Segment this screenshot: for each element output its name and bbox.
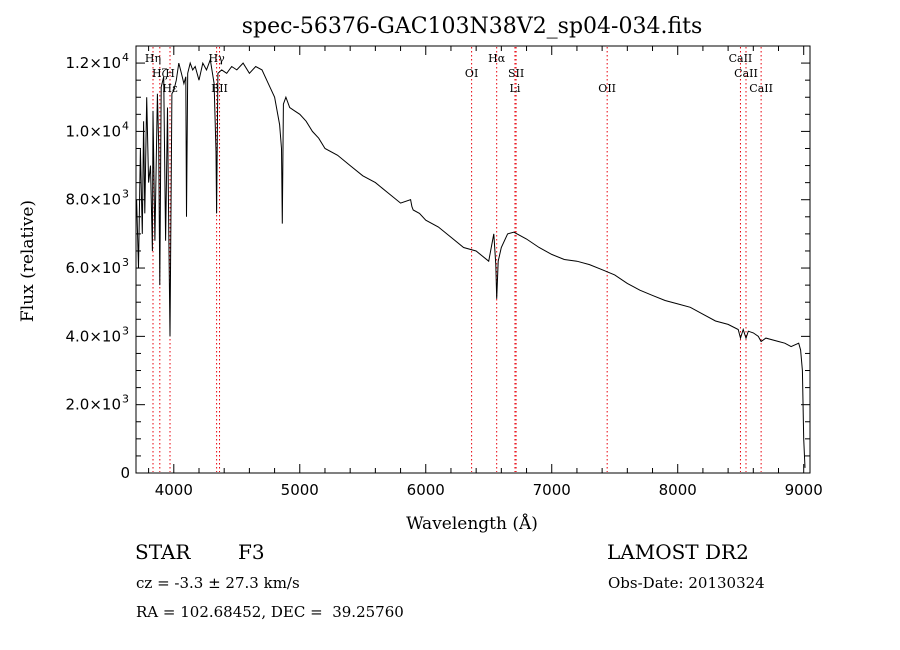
line-label-12: CaII [749,82,773,95]
line-label-0: Hη [145,52,161,65]
x-tick-label: 9000 [785,481,823,499]
x-tick-label: 5000 [281,481,319,499]
y-axis-ticks: 02.0×10 34.0×10 36.0×10 38.0×10 31.0×10 41.2×… [65,51,810,482]
x-tick-label: 6000 [407,481,445,499]
object-class: STAR [135,540,191,564]
x-axis-ticks: 4000 5000 6000 7000 8000 9000 [148,46,823,499]
y-tick-label: 1.0×10 [65,122,121,140]
obs-date: Obs-Date: 20130324 [608,574,765,592]
redshift-cz: cz = -3.3 ± 27.3 km/s [136,574,300,592]
object-subclass: F3 [238,540,265,564]
y-tick-exponent: 3 [122,324,129,337]
chart-title: spec-56376-GAC103N38V2_sp04-034.fits [242,14,703,39]
survey-name: LAMOST DR2 [607,540,749,564]
x-tick-label: 8000 [659,481,697,499]
y-tick-exponent: 4 [122,119,129,132]
y-tick-label: 4.0×10 [65,327,121,345]
line-label-10: OII [598,82,616,95]
y-tick-label: 2.0×10 [65,396,121,414]
y-tick-exponent: 3 [122,256,129,269]
coordinates: RA = 102.68452, DEC = 39.25760 [136,603,404,621]
line-label-13: CaII [734,67,758,80]
line-label-11: CaII [729,52,753,65]
line-label-2: Hε [162,82,178,95]
spectral-line-markers [152,47,762,472]
y-tick-label: 0 [120,464,130,482]
line-label-3: H [165,67,175,80]
line-label-5: BII [211,82,228,95]
y-tick-exponent: 3 [122,393,129,406]
y-tick-exponent: 3 [122,188,129,201]
x-tick-label: 4000 [155,481,193,499]
y-tick-label: 8.0×10 [65,191,121,209]
line-label-6: OI [465,67,478,80]
spectrum-series-line [136,57,806,468]
y-tick-exponent: 4 [122,51,129,64]
line-label-4: Hγ [209,52,226,65]
line-label-8: SII [508,67,524,80]
line-label-9: Li [510,82,521,95]
plot-frame [135,45,811,474]
x-axis-label: Wavelength (Å) [406,513,538,534]
y-tick-label: 6.0×10 [65,259,121,277]
y-axis-label: Flux (relative) [18,200,38,322]
y-tick-label: 1.2×10 [65,54,121,72]
line-label-7: Hα [488,52,506,65]
x-tick-label: 7000 [533,481,571,499]
